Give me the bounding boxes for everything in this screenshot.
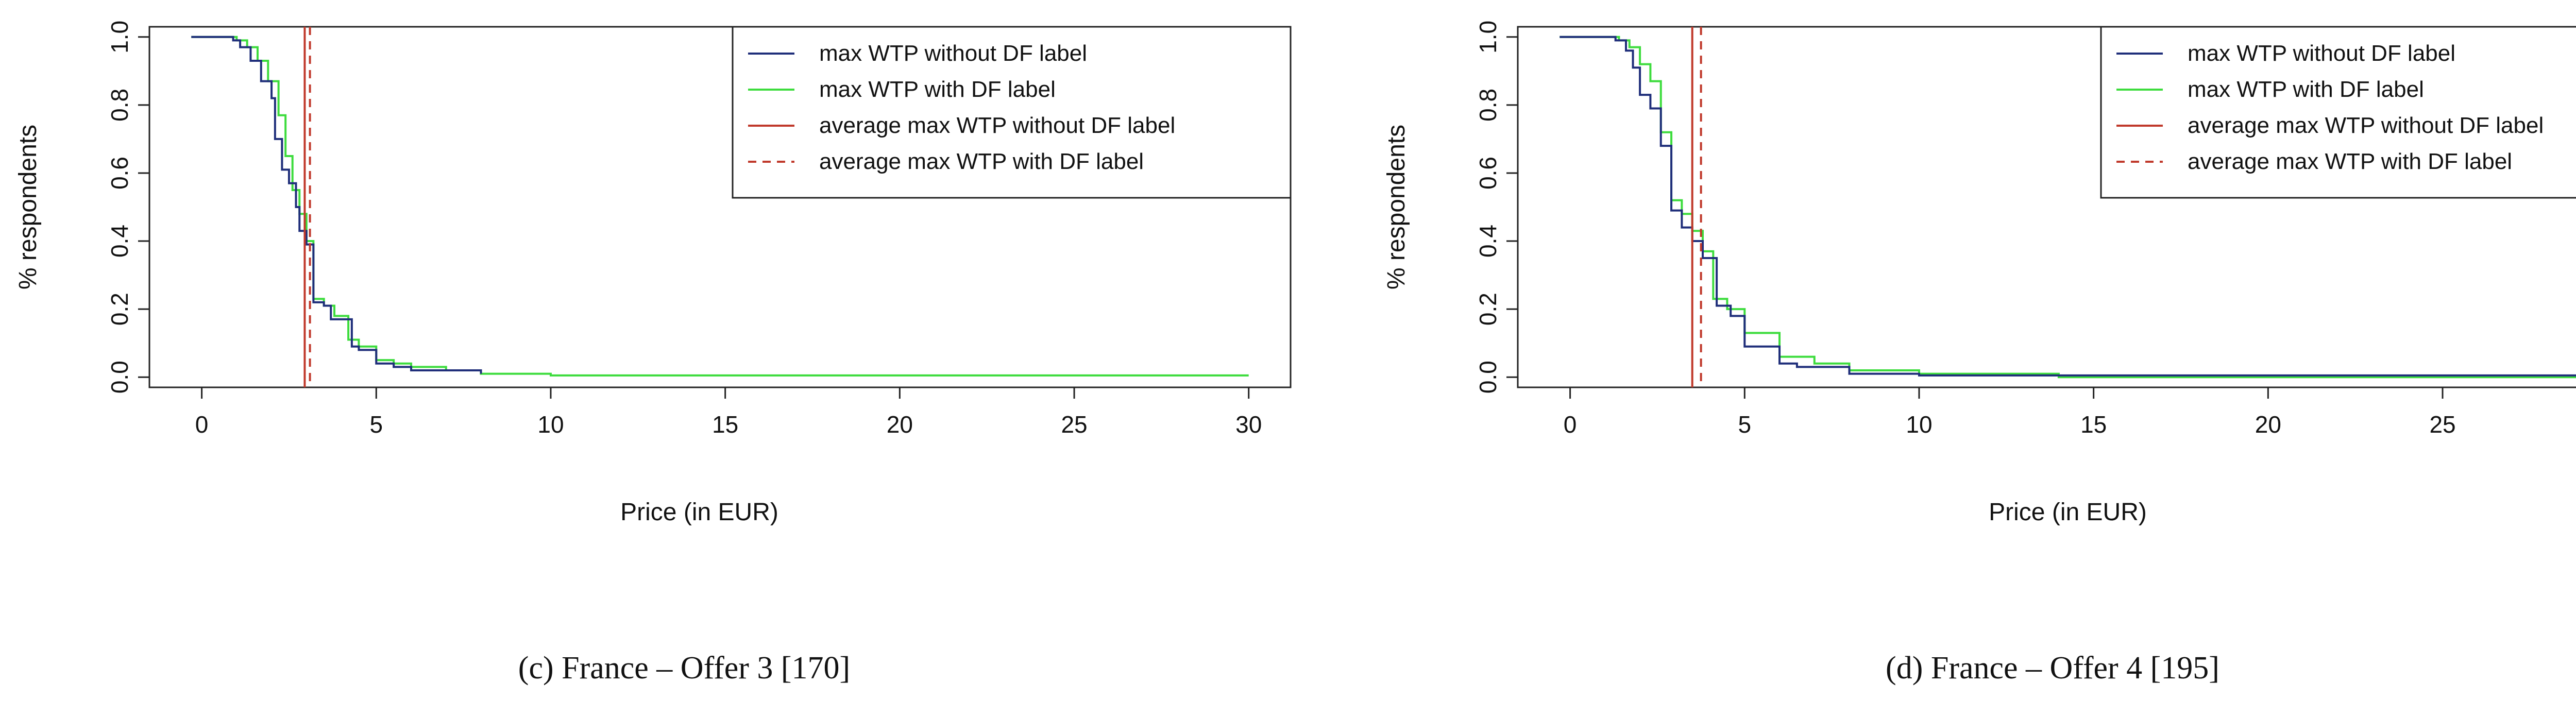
- y-tick-label: 1.0: [106, 21, 133, 54]
- x-axis-label: Price (in EUR): [620, 499, 778, 526]
- y-tick-label: 0.8: [1475, 89, 1501, 122]
- x-tick-label: 5: [1738, 411, 1751, 438]
- x-tick-label: 10: [537, 411, 564, 438]
- chart-panel-c: 0 5 10 15 20 25 30 0.0 0.2 0.4 0.6 0.8 1.0 Price (in …: [14, 21, 1292, 686]
- y-tick-label: 0.0: [106, 361, 133, 394]
- legend-box: [732, 26, 1292, 199]
- plot-frame: [148, 26, 1292, 388]
- y-tick-label: 0.6: [106, 157, 133, 190]
- x-tick-label: 5: [369, 411, 383, 438]
- y-tick-label: 0.2: [106, 293, 133, 326]
- x-tick-label: 0: [195, 411, 209, 438]
- y-axis-label: % respondents: [14, 125, 42, 289]
- caption-d: (d) France – Offer 4 [195]: [1886, 651, 2219, 686]
- x-tick-label: 25: [2429, 411, 2455, 438]
- y-tick-label: 0.4: [1475, 225, 1501, 258]
- legend-label: max WTP with DF label: [2188, 77, 2424, 102]
- y-tick-label: 0.2: [1475, 293, 1501, 326]
- legend-label: max WTP with DF label: [819, 77, 1056, 102]
- legend-label: average max WTP without DF label: [819, 113, 1175, 138]
- x-tick-label: 15: [712, 411, 738, 438]
- legend-label: average max WTP with DF label: [819, 149, 1144, 174]
- y-tick-label: 0.4: [106, 225, 133, 258]
- x-axis-label: Price (in EUR): [1989, 499, 2147, 526]
- series-line-without-df-label: [1560, 36, 2576, 377]
- legend-label: max WTP without DF label: [819, 41, 1087, 66]
- y-tick-label: 0.6: [1475, 157, 1501, 190]
- series-line-without-df-label: [191, 36, 482, 374]
- plot-frame: [1517, 26, 2576, 388]
- series-line-with-df-label: [191, 36, 1249, 377]
- y-tick-label: 1.0: [1475, 21, 1501, 54]
- caption-c: (c) France – Offer 3 [170]: [518, 651, 851, 686]
- y-tick-label: 0.0: [1475, 361, 1501, 394]
- x-tick-label: 20: [2255, 411, 2281, 438]
- x-tick-label: 30: [1235, 411, 1262, 438]
- x-tick-label: 10: [1906, 411, 1932, 438]
- chart-c: 0 5 10 15 20 25 30 0.0 0.2 0.4 0.6 0.8 1.0 Price (in …: [14, 21, 1292, 526]
- x-tick-label: 15: [2080, 411, 2107, 438]
- x-tick-label: 25: [1061, 411, 1087, 438]
- y-tick-label: 0.8: [106, 89, 133, 122]
- y-axis-label: % respondents: [1383, 125, 1410, 289]
- x-tick-label: 20: [887, 411, 913, 438]
- x-tick-label: 0: [1564, 411, 1577, 438]
- legend-label: average max WTP without DF label: [2188, 113, 2544, 138]
- legend-label: max WTP without DF label: [2188, 41, 2455, 66]
- legend-box: [2100, 26, 2576, 199]
- legend-label: average max WTP with DF label: [2188, 149, 2512, 174]
